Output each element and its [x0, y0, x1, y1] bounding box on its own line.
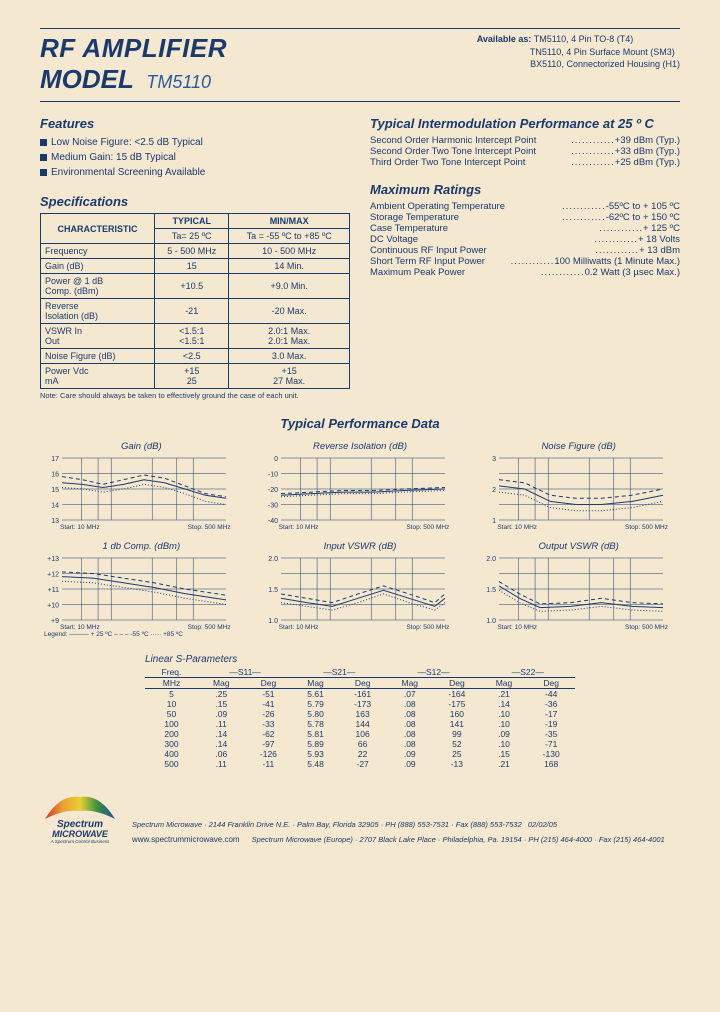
max-ratings-heading: Maximum Ratings — [370, 182, 680, 197]
s-parameters-block: Linear S-Parameters Freq.—S11——S21——S12—… — [145, 654, 575, 769]
spec-line: Case Temperature ............ + 125 ºC — [370, 223, 680, 234]
feature-item: Low Noise Figure: <2.5 dB Typical — [40, 135, 350, 150]
svg-text:1: 1 — [492, 518, 496, 524]
svg-text:3: 3 — [492, 456, 496, 463]
feature-item: Environmental Screening Available — [40, 165, 350, 180]
charts-grid: Gain (dB)1716151413Start: 10 MHzStop: 50… — [40, 441, 680, 638]
chart: Noise Figure (dB)321Start: 10 MHzStop: 5… — [477, 441, 680, 531]
chart: Reverse Isolation (dB)0-10-20-30-40Start… — [259, 441, 462, 531]
available-item-1: TN5110, 4 Pin Surface Mount (SM3) — [530, 47, 675, 57]
spec-line: Storage Temperature ............ -62ºC t… — [370, 212, 680, 223]
svg-text:-30: -30 — [268, 503, 278, 510]
specs-heading: Specifications — [40, 194, 350, 209]
svg-text:1.0: 1.0 — [268, 618, 278, 624]
available-as-block: Available as: TM5110, 4 Pin TO-8 (T4) Av… — [477, 33, 680, 71]
svg-text:1.0: 1.0 — [487, 618, 497, 624]
svg-text:13: 13 — [51, 518, 59, 524]
available-item-0: TM5110, 4 Pin TO-8 (T4) — [534, 34, 634, 44]
perf-data-heading: Typical Performance Data — [40, 416, 680, 431]
svg-text:-10: -10 — [268, 472, 278, 479]
svg-text:+10: +10 — [47, 603, 59, 610]
svg-text:A Spectrum Control Business: A Spectrum Control Business — [50, 839, 110, 844]
spec-line: Short Term RF Input Power ............ 1… — [370, 256, 680, 267]
svg-text:+13: +13 — [47, 556, 59, 563]
chart: Output VSWR (dB)2.01.51.0Start: 10 MHzSt… — [477, 541, 680, 638]
svg-text:17: 17 — [51, 456, 59, 463]
specifications-table: CHARACTERISTICTYPICALMIN/MAXTa= 25 ºCTa … — [40, 213, 350, 389]
title-line-2: MODEL — [40, 64, 134, 94]
available-item-2: BX5110, Connectorized Housing (H1) — [530, 59, 680, 69]
intermod-list: Second Order Harmonic Intercept Point ..… — [370, 135, 680, 168]
svg-text:1.5: 1.5 — [487, 587, 497, 594]
intermod-heading: Typical Intermodulation Performance at 2… — [370, 116, 680, 131]
spec-line: Maximum Peak Power ............ 0.2 Watt… — [370, 267, 680, 278]
features-heading: Features — [40, 116, 350, 131]
svg-text:15: 15 — [51, 487, 59, 494]
model-number: TM5110 — [146, 72, 211, 92]
footer-line-2: Spectrum Microwave (Europe) · 2707 Black… — [252, 834, 665, 845]
svg-text:0: 0 — [274, 456, 278, 463]
features-list: Low Noise Figure: <2.5 dB TypicalMedium … — [40, 135, 350, 180]
header: RF AMPLIFIER MODEL TM5110 Available as: … — [40, 33, 680, 95]
spec-line: DC Voltage ............ + 18 Volts — [370, 234, 680, 245]
s-parameters-table: Freq.—S11——S21——S12——S22—MHzMagDegMagDeg… — [145, 667, 575, 769]
spec-line: Second Order Two Tone Intercept Point ..… — [370, 146, 680, 157]
website-url: www.spectrummicrowave.com — [132, 834, 240, 846]
company-logo: Spectrum MICROWAVE A Spectrum Control Bu… — [40, 789, 120, 846]
svg-text:1.5: 1.5 — [268, 587, 278, 594]
available-label: Available as: — [477, 34, 532, 44]
chart: Gain (dB)1716151413Start: 10 MHzStop: 50… — [40, 441, 243, 531]
footer-line-1: Spectrum Microwave · 2144 Franklin Drive… — [132, 820, 522, 829]
footer-date: 02/02/05 — [528, 820, 557, 829]
svg-text:+11: +11 — [48, 587, 59, 594]
title-line-1: RF AMPLIFIER — [40, 33, 227, 64]
svg-text:+9: +9 — [51, 618, 59, 624]
spec-note: Note: Care should always be taken to eff… — [40, 391, 350, 400]
svg-text:2.0: 2.0 — [268, 556, 278, 563]
spec-line: Ambient Operating Temperature ..........… — [370, 201, 680, 212]
svg-text:2.0: 2.0 — [487, 556, 497, 563]
max-ratings-list: Ambient Operating Temperature ..........… — [370, 201, 680, 278]
svg-text:-40: -40 — [268, 518, 278, 524]
svg-text:-20: -20 — [268, 487, 278, 494]
feature-item: Medium Gain: 15 dB Typical — [40, 150, 350, 165]
svg-text:14: 14 — [51, 503, 59, 510]
chart: Input VSWR (dB)2.01.51.0Start: 10 MHzSto… — [259, 541, 462, 638]
svg-text:+12: +12 — [47, 572, 59, 579]
spec-line: Second Order Harmonic Intercept Point ..… — [370, 135, 680, 146]
svg-text:2: 2 — [492, 487, 496, 494]
sparam-title: Linear S-Parameters — [145, 654, 575, 665]
spec-line: Continuous RF Input Power ............ +… — [370, 245, 680, 256]
svg-text:MICROWAVE: MICROWAVE — [52, 829, 109, 839]
chart: 1 db Comp. (dBm)+13+12+11+10+9Start: 10 … — [40, 541, 243, 638]
svg-text:16: 16 — [51, 472, 59, 479]
footer: Spectrum MICROWAVE A Spectrum Control Bu… — [40, 789, 680, 846]
spec-line: Third Order Two Tone Intercept Point ...… — [370, 157, 680, 168]
